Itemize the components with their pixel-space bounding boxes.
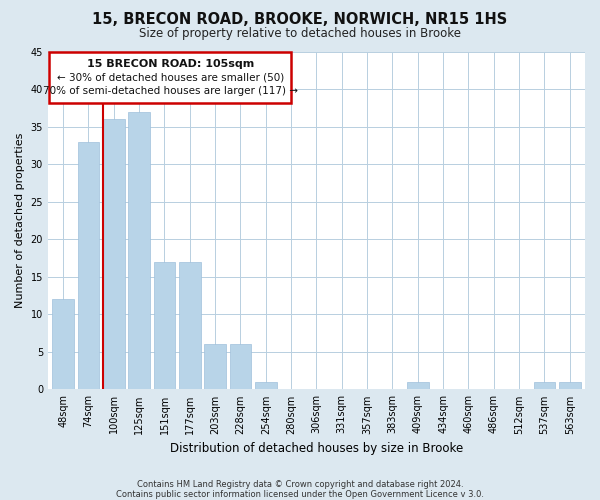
Bar [179,262,200,390]
Bar [128,112,150,390]
FancyBboxPatch shape [49,52,291,102]
Text: Size of property relative to detached houses in Brooke: Size of property relative to detached ho… [139,28,461,40]
Bar [255,382,277,390]
Text: ← 30% of detached houses are smaller (50): ← 30% of detached houses are smaller (50… [56,73,284,83]
X-axis label: Distribution of detached houses by size in Brooke: Distribution of detached houses by size … [170,442,463,455]
Text: 70% of semi-detached houses are larger (117) →: 70% of semi-detached houses are larger (… [43,86,298,97]
Bar [103,119,125,390]
Text: 15 BRECON ROAD: 105sqm: 15 BRECON ROAD: 105sqm [86,58,254,68]
Text: Contains HM Land Registry data © Crown copyright and database right 2024.: Contains HM Land Registry data © Crown c… [137,480,463,489]
Bar [407,382,428,390]
Bar [205,344,226,390]
Bar [533,382,555,390]
Bar [77,142,99,390]
Bar [154,262,175,390]
Text: 15, BRECON ROAD, BROOKE, NORWICH, NR15 1HS: 15, BRECON ROAD, BROOKE, NORWICH, NR15 1… [92,12,508,28]
Bar [559,382,581,390]
Text: Contains public sector information licensed under the Open Government Licence v : Contains public sector information licen… [116,490,484,499]
Y-axis label: Number of detached properties: Number of detached properties [15,133,25,308]
Bar [230,344,251,390]
Bar [52,300,74,390]
